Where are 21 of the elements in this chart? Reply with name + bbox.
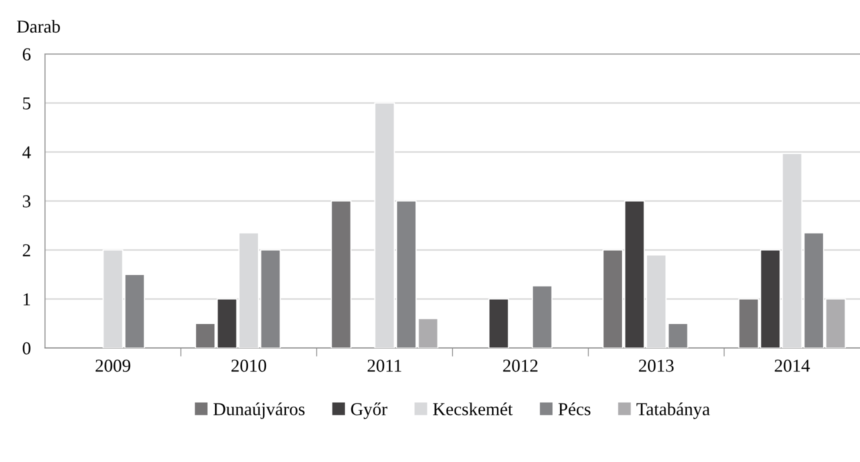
y-axis-title: Darab <box>16 20 60 33</box>
y-tick-label: 0 <box>22 342 30 354</box>
legend-label: Tatabánya <box>636 402 710 420</box>
y-tick-label: 1 <box>24 293 30 306</box>
y-tick-label: 3 <box>22 195 30 208</box>
y-tick-label: 4 <box>22 146 31 158</box>
legend-label: Kecskemét <box>433 402 513 416</box>
legend-label: Győr <box>351 402 388 420</box>
legend-label: Pécs <box>558 402 590 416</box>
bar <box>488 298 510 348</box>
x-tick-label: 2009 <box>96 360 130 372</box>
y-tick-label: 6 <box>22 48 31 60</box>
x-tick-label: 2010 <box>231 360 266 372</box>
x-tick-label: 2013 <box>638 360 674 372</box>
x-tick-label: 2014 <box>774 360 810 372</box>
x-tick-label: 2011 <box>368 360 402 372</box>
y-tick-label: 5 <box>23 97 30 110</box>
x-tick-label: 2012 <box>503 360 538 372</box>
bar <box>330 200 352 348</box>
y-tick-label: 2 <box>22 244 30 256</box>
legend-label: Dunaújváros <box>213 402 305 419</box>
